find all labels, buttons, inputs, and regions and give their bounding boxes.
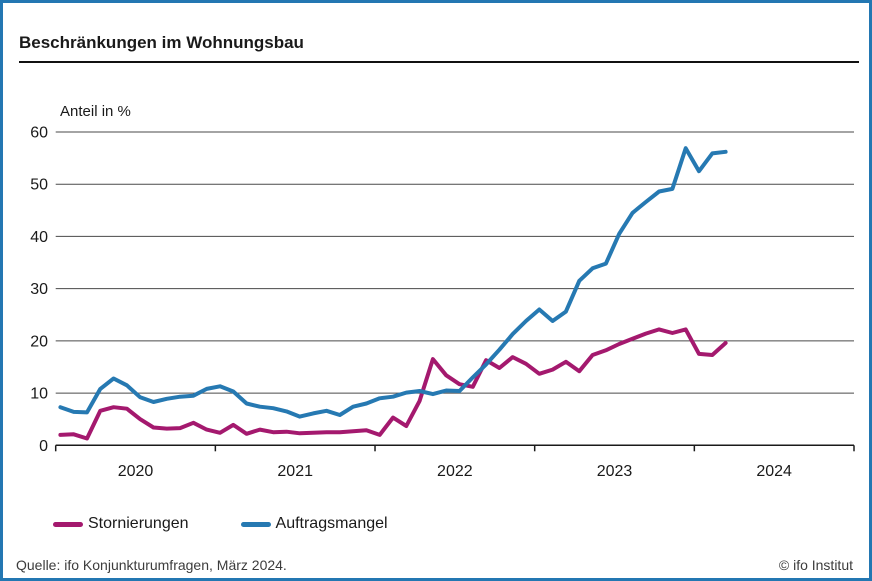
y-axis-unit-label: Anteil in % [60, 103, 131, 120]
svg-text:2020: 2020 [118, 463, 154, 480]
svg-text:2023: 2023 [597, 463, 633, 480]
svg-text:20: 20 [30, 333, 48, 350]
svg-text:10: 10 [30, 386, 48, 403]
svg-text:2021: 2021 [277, 463, 313, 480]
svg-text:2022: 2022 [437, 463, 473, 480]
svg-text:30: 30 [30, 281, 48, 298]
legend-item-auftragsmangel: Auftragsmangel [240, 515, 388, 533]
legend-swatch-auftragsmangel [240, 521, 271, 527]
source-note: Quelle: ifo Konjunkturumfragen, März 202… [16, 557, 287, 573]
legend-label-stornierungen: Stornierungen [88, 515, 189, 532]
svg-text:60: 60 [30, 125, 48, 142]
svg-text:50: 50 [30, 177, 48, 194]
page-title: Beschränkungen im Wohnungsbau [19, 33, 859, 63]
legend-item-stornierungen: Stornierungen [53, 515, 189, 533]
svg-text:40: 40 [30, 229, 48, 246]
series-line-auftragsmangel [58, 146, 728, 419]
svg-text:2024: 2024 [756, 463, 792, 480]
legend-swatch-stornierungen [53, 521, 83, 527]
line-chart: 0 10 20 30 40 50 60 2020 2021 2022 2023 2024 Anteil … [30, 103, 855, 480]
legend-label-auftragsmangel: Auftragsmangel [275, 515, 388, 532]
copyright-note: © ifo Institut [778, 557, 853, 573]
chart-legend: Stornierungen Auftragsmangel [53, 513, 440, 535]
svg-text:0: 0 [39, 438, 48, 455]
series-line-stornierungen [58, 327, 728, 441]
